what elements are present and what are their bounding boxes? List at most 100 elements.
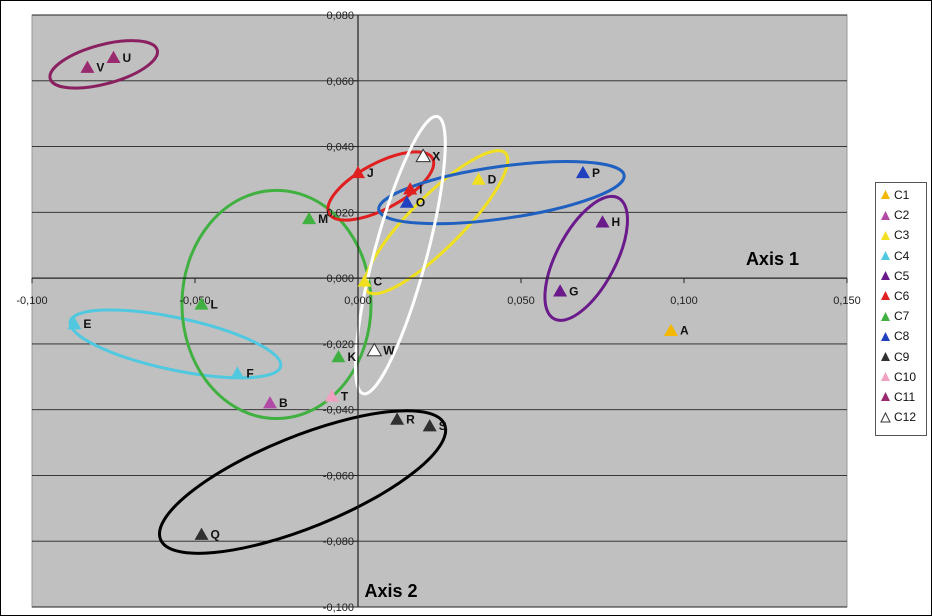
legend-item-c5: C5 xyxy=(880,268,909,284)
legend-label: C12 xyxy=(894,410,917,425)
tick-labels: 0,080 0,060 0,040 0,020 0,000 -0,020 -0,040 -0,… xyxy=(16,10,860,614)
triangle-icon xyxy=(881,271,890,281)
legend-item-c10: C10 xyxy=(880,369,916,385)
point-p xyxy=(575,165,590,179)
cluster-ellipse-c4 xyxy=(68,308,283,380)
legend-label: C8 xyxy=(894,329,910,344)
point-b xyxy=(262,396,277,409)
data-points: A B C D E F G H J I K L M P O Q R S T U V W X xyxy=(67,50,689,542)
point-label-s: S xyxy=(439,419,447,433)
legend-label: C7 xyxy=(894,309,910,324)
legend: C1 C2 C3 C4 C5 C6 C7 C8 C9 C10 C11 C12 xyxy=(875,182,927,436)
point-d xyxy=(471,172,486,185)
point-label-u: U xyxy=(123,51,132,65)
point-s xyxy=(422,419,437,432)
legend-label: C1 xyxy=(894,187,910,202)
x-axis-label: Axis 1 xyxy=(746,249,799,269)
point-u xyxy=(106,50,121,64)
cluster-ellipse-c6 xyxy=(326,150,436,222)
x-tick-label: 0,000 xyxy=(344,295,372,307)
x-tick-label: -0,100 xyxy=(16,295,47,307)
point-label-b: B xyxy=(279,396,288,410)
point-r xyxy=(390,412,405,425)
point-e xyxy=(67,317,82,330)
point-label-m: M xyxy=(318,212,328,226)
point-k xyxy=(331,350,346,363)
cluster-ellipse-c3 xyxy=(363,149,510,296)
point-f xyxy=(230,366,245,379)
point-m xyxy=(302,211,317,225)
legend-item-c4: C4 xyxy=(880,248,909,264)
y-tick-label: -0,020 xyxy=(323,339,354,351)
triangle-icon xyxy=(881,311,890,321)
cluster-ellipse-c12 xyxy=(354,114,447,396)
point-label-o: O xyxy=(416,195,425,209)
axes xyxy=(31,14,848,608)
triangle-icon xyxy=(881,230,890,240)
legend-item-c8: C8 xyxy=(880,328,909,344)
point-label-g: G xyxy=(569,284,578,298)
point-w xyxy=(366,342,383,357)
y-tick-label: 0,020 xyxy=(326,207,354,219)
point-label-d: D xyxy=(488,172,497,186)
cluster-ellipse-c8 xyxy=(377,160,626,226)
triangle-icon xyxy=(881,291,890,301)
legend-label: C6 xyxy=(894,288,910,303)
legend-label: C3 xyxy=(894,228,910,243)
y-tick-label: 0,040 xyxy=(326,142,354,154)
point-o xyxy=(399,195,414,208)
legend-item-c2: C2 xyxy=(880,207,909,223)
point-label-p: P xyxy=(592,166,600,180)
point-label-f: F xyxy=(246,366,253,380)
triangle-icon xyxy=(881,351,890,361)
legend-item-c6: C6 xyxy=(880,288,909,304)
cluster-ellipses xyxy=(48,39,629,555)
y-tick-label: -0,040 xyxy=(323,405,354,417)
legend-item-c1: C1 xyxy=(880,187,909,203)
y-tick-label: 0,060 xyxy=(326,76,354,88)
point-label-h: H xyxy=(612,215,621,229)
point-label-l: L xyxy=(211,297,218,311)
legend-label: C10 xyxy=(894,369,917,384)
point-x xyxy=(415,148,432,163)
triangle-icon xyxy=(881,210,890,220)
triangle-icon xyxy=(881,331,890,341)
point-label-k: K xyxy=(347,350,356,364)
legend-item-c7: C7 xyxy=(880,308,909,324)
point-t xyxy=(324,389,339,402)
point-j xyxy=(351,165,365,179)
legend-item-c12: C12 xyxy=(880,409,916,425)
triangle-icon xyxy=(881,372,890,382)
legend-label: C9 xyxy=(894,349,910,364)
point-label-t: T xyxy=(341,390,349,404)
point-label-j: J xyxy=(367,166,374,180)
legend-label: C11 xyxy=(894,389,916,404)
legend-label: C5 xyxy=(894,268,910,283)
point-label-w: W xyxy=(383,343,395,357)
plot-area xyxy=(31,14,848,608)
cluster-ellipse-c9 xyxy=(157,409,448,555)
cluster-ellipse-c7 xyxy=(180,188,373,421)
point-i xyxy=(403,182,418,195)
point-l xyxy=(194,297,209,310)
point-label-i: I xyxy=(419,182,422,196)
cluster-ellipse-c5 xyxy=(543,194,629,322)
point-label-e: E xyxy=(83,317,91,331)
point-h xyxy=(595,215,610,228)
point-a xyxy=(663,323,678,336)
point-v xyxy=(80,60,95,73)
triangle-icon xyxy=(881,250,890,260)
y-tick-label: 0,080 xyxy=(326,10,354,22)
y-tick-label: 0,000 xyxy=(326,273,354,285)
triangle-icon xyxy=(880,411,891,423)
cluster-ellipse-c11 xyxy=(48,39,159,90)
point-label-v: V xyxy=(96,61,104,75)
point-label-c: C xyxy=(374,274,383,288)
triangle-icon xyxy=(881,392,890,402)
legend-item-c11: C11 xyxy=(880,389,915,405)
point-label-q: Q xyxy=(211,528,220,542)
y-tick-label: -0,060 xyxy=(323,470,354,482)
legend-item-c9: C9 xyxy=(880,349,909,365)
